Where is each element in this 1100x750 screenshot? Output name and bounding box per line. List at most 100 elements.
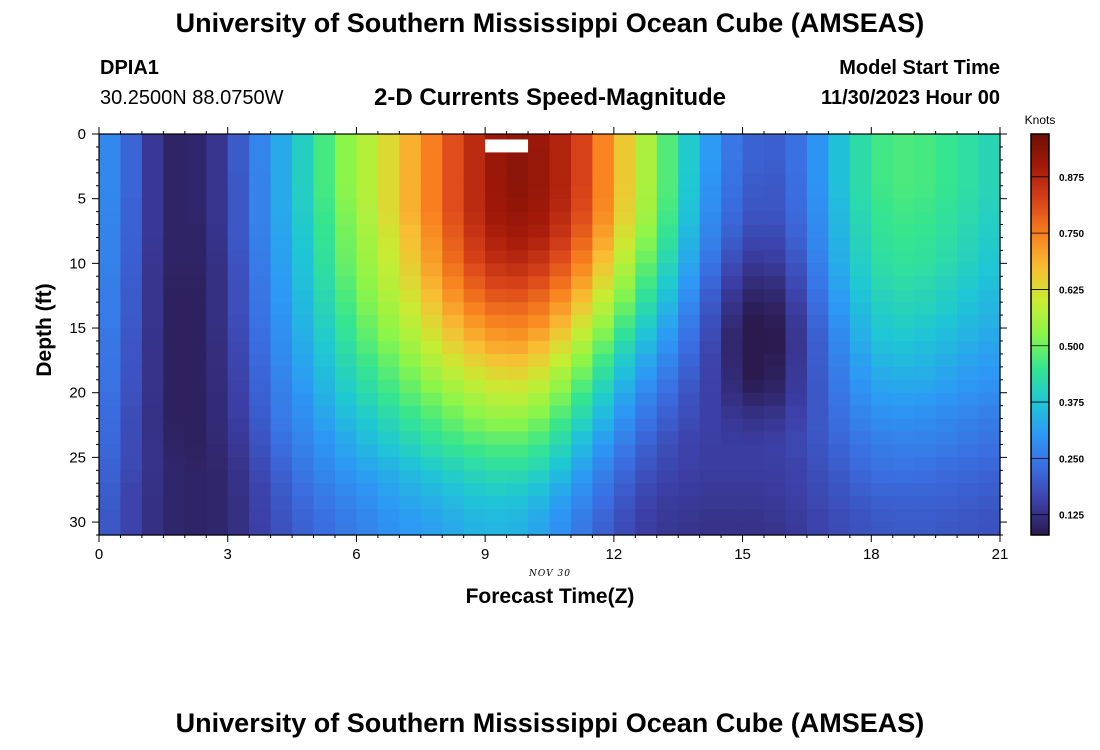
heatmap-cell bbox=[141, 431, 164, 446]
heatmap-cell bbox=[528, 263, 551, 277]
heatmap-cell bbox=[828, 263, 851, 277]
heatmap-cell bbox=[570, 496, 594, 510]
heatmap-cell bbox=[99, 444, 122, 458]
heatmap-cell bbox=[935, 134, 958, 148]
heatmap-cell bbox=[592, 159, 615, 174]
heatmap-cell bbox=[292, 379, 315, 394]
heatmap-cell bbox=[270, 134, 293, 148]
heatmap-cell bbox=[292, 328, 315, 342]
heatmap-cell bbox=[270, 431, 293, 446]
heatmap-cell bbox=[184, 392, 207, 407]
heatmap-cell bbox=[592, 444, 615, 458]
heatmap-cell bbox=[227, 198, 250, 213]
heatmap-cell bbox=[592, 457, 615, 471]
heatmap-cell bbox=[292, 405, 315, 420]
heatmap-cell bbox=[270, 146, 293, 161]
heatmap-cell bbox=[249, 444, 272, 458]
heatmap-cell bbox=[206, 146, 229, 161]
heatmap-cell bbox=[442, 392, 465, 407]
heatmap-cell bbox=[570, 198, 594, 213]
heatmap-cell bbox=[270, 276, 293, 290]
heatmap-cell bbox=[549, 315, 572, 329]
heatmap-cell bbox=[334, 470, 358, 484]
heatmap-cell bbox=[163, 379, 186, 394]
heatmap-cell bbox=[764, 470, 787, 484]
heatmap-cell bbox=[828, 172, 851, 187]
heatmap-cell bbox=[613, 159, 636, 174]
heatmap-cell bbox=[141, 457, 164, 471]
heatmap-cell bbox=[399, 302, 422, 316]
heatmap-cell bbox=[828, 328, 851, 342]
heatmap-cell bbox=[292, 289, 315, 303]
heatmap-cell bbox=[206, 366, 229, 381]
heatmap-cell bbox=[957, 328, 980, 342]
heatmap-cell bbox=[163, 444, 186, 458]
heatmap-cell bbox=[313, 134, 336, 148]
heatmap-cell bbox=[678, 159, 701, 174]
heatmap-cell bbox=[592, 302, 615, 316]
heatmap-cell bbox=[227, 315, 250, 329]
heatmap-cell bbox=[892, 146, 915, 161]
heatmap-cell bbox=[764, 379, 787, 394]
heatmap-cell bbox=[528, 302, 551, 316]
heatmap-cell bbox=[892, 250, 915, 264]
heatmap-cell bbox=[613, 250, 636, 264]
heatmap-cell bbox=[721, 276, 744, 290]
heatmap-cell bbox=[570, 379, 594, 394]
heatmap-cell bbox=[420, 328, 443, 342]
heatmap-cell bbox=[764, 276, 787, 290]
heatmap-cell bbox=[270, 353, 293, 368]
heatmap-cell bbox=[442, 146, 465, 161]
heatmap-cell bbox=[420, 211, 443, 226]
heatmap-cell bbox=[227, 431, 250, 446]
heatmap-cell bbox=[227, 483, 250, 497]
heatmap-cell bbox=[399, 392, 422, 407]
heatmap-cell bbox=[828, 146, 851, 161]
heatmap-cell bbox=[957, 457, 980, 471]
heatmap-cell bbox=[528, 224, 551, 239]
heatmap-cell bbox=[721, 185, 744, 200]
heatmap-cell bbox=[978, 405, 1001, 420]
heatmap-cell bbox=[570, 172, 594, 187]
heatmap-cell bbox=[334, 237, 358, 252]
heatmap-cell bbox=[163, 185, 186, 200]
heatmap-cell bbox=[485, 431, 508, 446]
heatmap-cell bbox=[892, 289, 915, 303]
heatmap-cell bbox=[227, 146, 250, 161]
heatmap-cell bbox=[120, 263, 143, 277]
heatmap-cell bbox=[806, 224, 829, 239]
heatmap-cell bbox=[99, 224, 122, 239]
heatmap-cell bbox=[334, 431, 358, 446]
heatmap-cell bbox=[570, 392, 594, 407]
heatmap-cell bbox=[978, 444, 1001, 458]
heatmap-cell bbox=[506, 444, 529, 458]
heatmap-cell bbox=[399, 418, 422, 433]
heatmap-cell bbox=[914, 315, 937, 329]
heatmap-cell bbox=[506, 366, 529, 381]
heatmap-cell bbox=[570, 289, 594, 303]
heatmap-cell bbox=[485, 379, 508, 394]
heatmap-cell bbox=[806, 483, 829, 497]
heatmap-cell bbox=[935, 263, 958, 277]
heatmap-cell bbox=[163, 405, 186, 420]
heatmap-cell bbox=[227, 379, 250, 394]
heatmap-cell bbox=[249, 276, 272, 290]
heatmap-cell bbox=[356, 146, 379, 161]
heatmap-cell bbox=[292, 522, 315, 536]
heatmap-cell bbox=[549, 276, 572, 290]
heatmap-cell bbox=[334, 328, 358, 342]
heatmap-cell bbox=[120, 457, 143, 471]
heatmap-cell bbox=[721, 250, 744, 264]
heatmap-cell bbox=[549, 328, 572, 342]
heatmap-cell bbox=[463, 250, 486, 264]
heatmap-cell bbox=[592, 198, 615, 213]
heatmap-cell bbox=[506, 353, 529, 368]
heatmap-cell bbox=[270, 315, 293, 329]
heatmap-cell bbox=[978, 431, 1001, 446]
heatmap-cell bbox=[785, 509, 808, 523]
heatmap-cell bbox=[420, 134, 443, 148]
heatmap-cell bbox=[442, 470, 465, 484]
heatmap-cell bbox=[485, 405, 508, 420]
heatmap-cell bbox=[570, 211, 594, 226]
heatmap-cell bbox=[806, 302, 829, 316]
